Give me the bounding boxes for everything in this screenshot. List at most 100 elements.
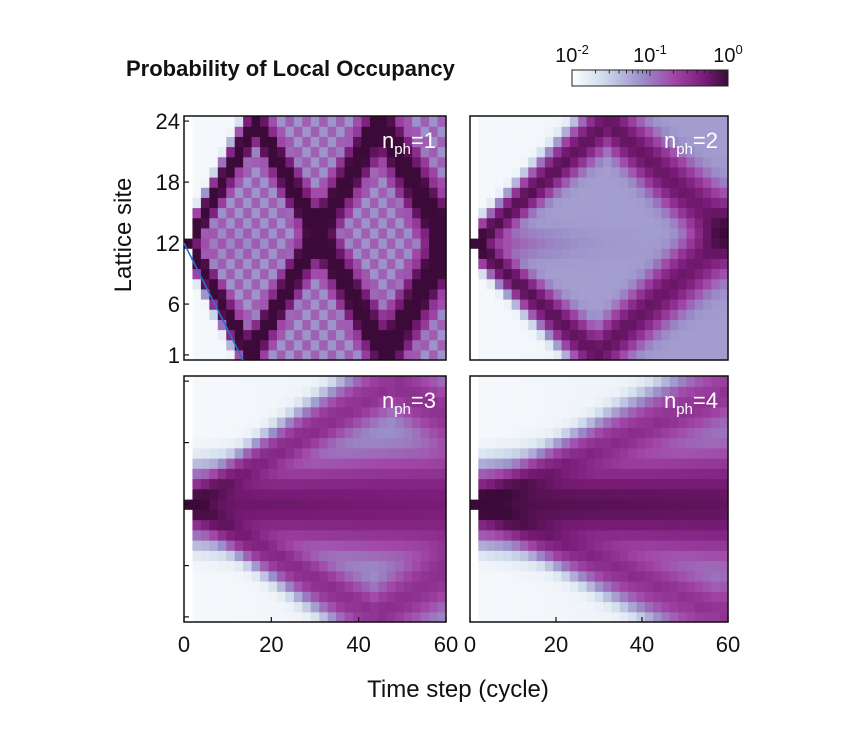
heatmap-cell [420, 248, 430, 259]
heatmap-cell [420, 550, 430, 562]
heatmap-cell [386, 349, 396, 361]
heatmap-cell [251, 319, 261, 331]
heatmap-cell [192, 376, 202, 387]
heatmap-cell [586, 349, 596, 361]
heatmap-cell [344, 146, 354, 158]
heatmap-cell [544, 177, 554, 188]
heatmap-cell [226, 529, 236, 541]
heatmap-cell [586, 207, 596, 219]
heatmap-cell [569, 187, 579, 198]
heatmap-cell [420, 437, 430, 449]
heatmap-cell [553, 197, 563, 209]
heatmap-cell [611, 447, 621, 459]
heatmap-cell [395, 478, 405, 490]
heatmap-cell [686, 329, 696, 341]
heatmap-cell [420, 278, 430, 290]
heatmap-cell [561, 329, 571, 341]
heatmap-cell [544, 288, 554, 300]
heatmap-cell [561, 278, 571, 290]
heatmap-cell [703, 227, 712, 239]
heatmap-cell [268, 238, 278, 249]
heatmap-cell [302, 376, 312, 387]
heatmap-cell [344, 376, 354, 387]
heatmap-cell [553, 529, 563, 541]
heatmap-cell [578, 458, 588, 469]
heatmap-cell [268, 278, 278, 290]
heatmap-cell [268, 550, 278, 562]
heatmap-cell [703, 299, 712, 310]
heatmap-cell [686, 478, 696, 490]
heatmap-cell [302, 458, 312, 469]
heatmap-cell [478, 207, 488, 219]
heatmap-cell [217, 329, 227, 341]
heatmap-cell [420, 417, 430, 428]
heatmap-cell [260, 376, 270, 387]
heatmap-cell [719, 187, 729, 198]
heatmap-cell [251, 146, 261, 158]
heatmap-cell [386, 427, 396, 439]
heatmap-cell [686, 376, 696, 387]
heatmap-cell [544, 447, 554, 459]
heatmap-cell [369, 136, 379, 148]
heatmap-cell [603, 248, 613, 259]
heatmap-cell [437, 386, 447, 398]
heatmap-cell [519, 499, 529, 510]
heatmap-cell [285, 386, 295, 398]
heatmap-cell [243, 396, 253, 408]
heatmap-cell [429, 406, 439, 418]
heatmap-cell [200, 248, 210, 259]
heatmap-cell [386, 601, 396, 613]
heatmap-cell [184, 268, 194, 280]
heatmap-cell [711, 611, 721, 623]
heatmap-cell [594, 406, 604, 418]
heatmap-cell [553, 581, 563, 592]
heatmap-cell [519, 177, 529, 188]
panel-label-nph3: nph=3 [382, 388, 436, 418]
heatmap-cell [184, 406, 194, 418]
heatmap-cell [644, 499, 654, 510]
heatmap-cell [561, 488, 571, 500]
heatmap-cell [711, 136, 721, 148]
heatmap-cell [285, 396, 295, 408]
heatmap-cell [293, 309, 303, 320]
heatmap-cell [251, 570, 261, 582]
heatmap-cell [503, 581, 513, 592]
heatmap-cell [293, 197, 303, 209]
heatmap-cell [302, 509, 312, 521]
heatmap-cell [561, 570, 571, 582]
heatmap-cell [694, 591, 704, 603]
heatmap-cell [686, 386, 696, 398]
heatmap-cell [511, 207, 521, 219]
heatmap-cell [369, 386, 379, 398]
heatmap-cell [661, 488, 671, 500]
heatmap-cell [486, 299, 496, 310]
heatmap-cell [369, 288, 379, 300]
heatmap-cell [561, 227, 571, 239]
heatmap-cell [619, 217, 629, 229]
heatmap-cell [553, 146, 563, 158]
heatmap-cell [403, 339, 413, 351]
heatmap-cell [644, 529, 654, 541]
heatmap-cell [619, 258, 629, 270]
heatmap-cell [561, 156, 571, 168]
heatmap-cell [243, 207, 253, 219]
heatmap-cell [336, 396, 346, 408]
heatmap-cell [511, 217, 521, 229]
heatmap-cell [694, 258, 704, 270]
heatmap-cell [578, 406, 588, 418]
heatmap-cell [528, 386, 538, 398]
heatmap-cell [386, 591, 396, 603]
heatmap-cell [353, 468, 363, 480]
heatmap-cell [319, 499, 329, 510]
heatmap-cell [511, 468, 521, 480]
heatmap-cell [184, 447, 194, 459]
heatmap-cell [569, 197, 579, 209]
heatmap-cell [353, 197, 363, 209]
heatmap-cell [678, 406, 687, 418]
heatmap-cell [519, 550, 529, 562]
heatmap-cell [378, 116, 388, 127]
heatmap-cell [209, 519, 219, 531]
heatmap-cell [544, 258, 554, 270]
heatmap-cell [486, 509, 496, 521]
heatmap-cell [586, 386, 596, 398]
